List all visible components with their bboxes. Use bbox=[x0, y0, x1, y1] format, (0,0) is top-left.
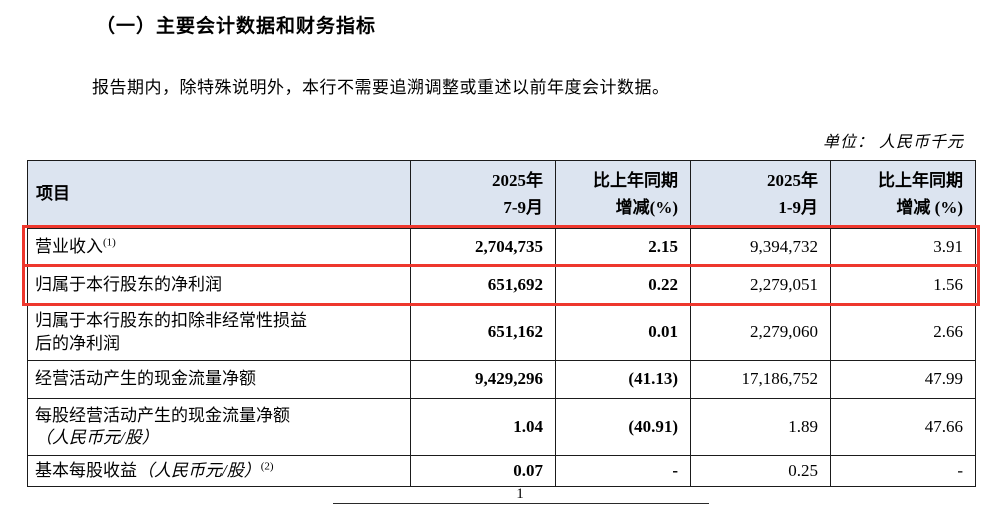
value-q3-yoy: 2.15 bbox=[555, 228, 691, 267]
header-item: 项目 bbox=[27, 160, 411, 229]
row-label-cell: 每股经营活动产生的现金流量净额 （人民币元/股） bbox=[27, 398, 411, 456]
value-9m-yoy: 3.91 bbox=[830, 228, 976, 267]
header-q3-yoy-change: 比上年同期 增减(%) bbox=[555, 160, 691, 229]
value-q3-2025: 651,162 bbox=[410, 304, 556, 361]
intro-paragraph: 报告期内，除特殊说明外，本行不需要追溯调整或重述以前年度会计数据。 bbox=[92, 78, 670, 97]
row-label: 营业收入 bbox=[35, 237, 103, 257]
value-9m-2025: 1.89 bbox=[690, 398, 831, 456]
table-row-operating-income: 营业收入(1) 2,704,735 2.15 9,394,732 3.91 bbox=[27, 228, 976, 267]
value-q3-2025: 2,704,735 bbox=[410, 228, 556, 267]
row-label-cell: 营业收入(1) bbox=[27, 228, 411, 267]
value-q3-yoy: (41.13) bbox=[555, 360, 691, 399]
row-label: 归属于本行股东的扣除非经常性损益 后的净利润 bbox=[35, 311, 307, 353]
value-9m-2025: 2,279,051 bbox=[690, 266, 831, 305]
table-row-net-profit: 归属于本行股东的净利润 651,692 0.22 2,279,051 1.56 bbox=[27, 266, 976, 305]
header-q3-2025: 2025年 7-9月 bbox=[410, 160, 556, 229]
unit-note: 单位： 人民币千元 bbox=[822, 134, 964, 151]
value-q3-yoy: 0.22 bbox=[555, 266, 691, 305]
value-q3-2025: 651,692 bbox=[410, 266, 556, 305]
value-9m-yoy: 1.56 bbox=[830, 266, 976, 305]
row-label-superscript: (1) bbox=[103, 236, 116, 249]
page-number: 1 bbox=[516, 486, 524, 502]
table-header: 项目 2025年 7-9月 比上年同期 增减(%) 2025年 1-9月 比上年… bbox=[27, 160, 976, 229]
value-9m-2025: 0.25 bbox=[690, 455, 831, 487]
row-label: 经营活动产生的现金流量净额 bbox=[35, 369, 256, 389]
table-row-cash-flow-per-share: 每股经营活动产生的现金流量净额 （人民币元/股） 1.04 (40.91) 1.… bbox=[27, 398, 976, 456]
row-label-italic: （人民币元/股） bbox=[137, 460, 261, 480]
table-body: 营业收入(1) 2,704,735 2.15 9,394,732 3.91 归属… bbox=[27, 228, 976, 487]
table-row-net-profit-excl-nonrecurring: 归属于本行股东的扣除非经常性损益 后的净利润 651,162 0.01 2,27… bbox=[27, 304, 976, 361]
value-q3-2025: 0.07 bbox=[410, 455, 556, 487]
header-9m-2025: 2025年 1-9月 bbox=[690, 160, 831, 229]
section-title: （一）主要会计数据和财务指标 bbox=[96, 16, 377, 37]
row-label: 基本每股收益 bbox=[35, 460, 137, 480]
value-q3-yoy: (40.91) bbox=[555, 398, 691, 456]
value-9m-2025: 17,186,752 bbox=[690, 360, 831, 399]
row-label: 每股经营活动产生的现金流量净额 bbox=[35, 405, 290, 425]
row-label-cell: 基本每股收益（人民币元/股）(2) bbox=[27, 455, 411, 487]
value-9m-yoy: - bbox=[830, 455, 976, 487]
value-q3-2025: 9,429,296 bbox=[410, 360, 556, 399]
value-9m-2025: 2,279,060 bbox=[690, 304, 831, 361]
row-label-cell: 经营活动产生的现金流量净额 bbox=[27, 360, 411, 399]
row-label: 归属于本行股东的净利润 bbox=[35, 275, 222, 295]
table-header-row: 项目 2025年 7-9月 比上年同期 增减(%) 2025年 1-9月 比上年… bbox=[27, 160, 976, 229]
table-row-basic-eps: 基本每股收益（人民币元/股）(2) 0.07 - 0.25 - bbox=[27, 455, 976, 487]
value-9m-yoy: 47.99 bbox=[830, 360, 976, 399]
row-label-cell: 归属于本行股东的扣除非经常性损益 后的净利润 bbox=[27, 304, 411, 361]
row-label-italic: （人民币元/股） bbox=[35, 428, 159, 447]
footer-divider bbox=[333, 503, 709, 504]
value-q3-yoy: 0.01 bbox=[555, 304, 691, 361]
value-9m-yoy: 2.66 bbox=[830, 304, 976, 361]
header-9m-yoy-change: 比上年同期 增减 (%) bbox=[830, 160, 976, 229]
value-9m-2025: 9,394,732 bbox=[690, 228, 831, 267]
value-9m-yoy: 47.66 bbox=[830, 398, 976, 456]
financial-indicators-table: 项目 2025年 7-9月 比上年同期 增减(%) 2025年 1-9月 比上年… bbox=[27, 160, 976, 487]
row-label-cell: 归属于本行股东的净利润 bbox=[27, 266, 411, 305]
value-q3-2025: 1.04 bbox=[410, 398, 556, 456]
row-label-superscript: (2) bbox=[260, 460, 274, 473]
table-row-operating-cash-flow: 经营活动产生的现金流量净额 9,429,296 (41.13) 17,186,7… bbox=[27, 360, 976, 399]
value-q3-yoy: - bbox=[555, 455, 691, 487]
